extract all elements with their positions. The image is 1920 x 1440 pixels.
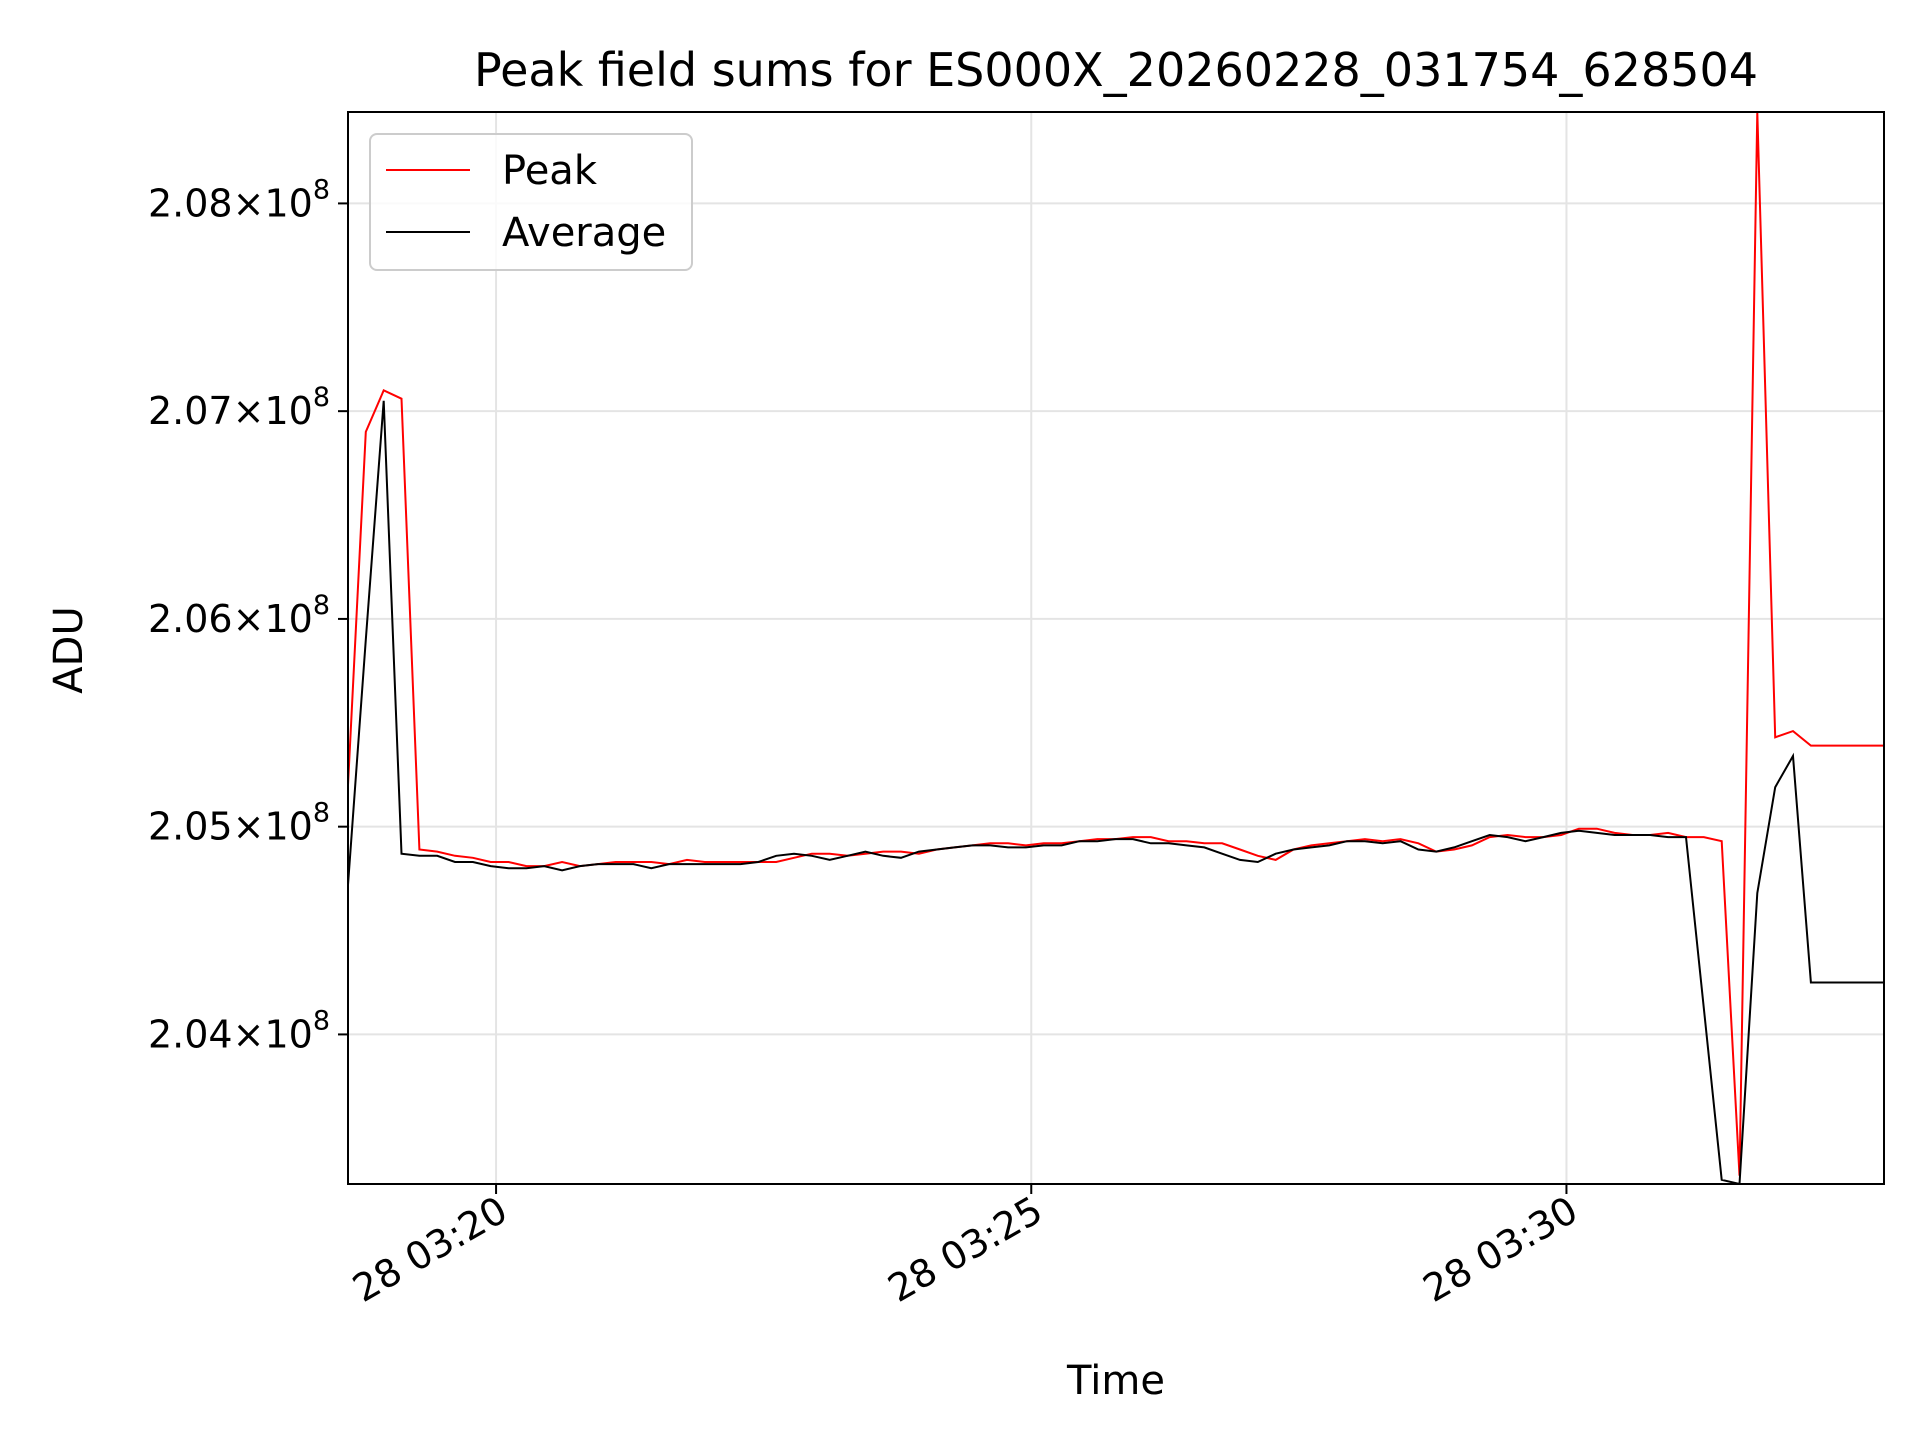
y-tick-exponent: 8 — [313, 798, 330, 829]
y-tick-times: ×10 — [233, 805, 313, 849]
y-tick-exponent: 8 — [313, 174, 330, 205]
y-tick-label: 2.08×108 — [148, 174, 330, 225]
y-tick-label: 2.06×108 — [148, 590, 330, 641]
y-axis-label: ADU — [46, 606, 92, 693]
y-tick-times: ×10 — [233, 389, 313, 433]
y-tick-label: 2.07×108 — [148, 382, 330, 433]
legend: Peak Average — [369, 133, 693, 271]
chart-title: Peak field sums for ES000X_20260228_0317… — [474, 43, 1758, 97]
legend-box — [369, 133, 693, 271]
y-tick-times: ×10 — [233, 181, 313, 225]
y-tick-times: ×10 — [233, 597, 313, 641]
y-tick-mantissa: 2.05 — [148, 805, 233, 849]
y-tick-exponent: 8 — [313, 382, 330, 413]
y-tick-label: 2.05×108 — [148, 798, 330, 849]
y-tick-times: ×10 — [233, 1012, 313, 1056]
legend-label-peak: Peak — [502, 148, 598, 194]
x-axis-label: Time — [1066, 1358, 1165, 1404]
y-tick-mantissa: 2.07 — [148, 389, 233, 433]
series-lines — [348, 112, 1884, 1184]
y-tick-label: 2.04×108 — [148, 1005, 330, 1056]
legend-label-average: Average — [502, 210, 666, 256]
y-tick-exponent: 8 — [313, 1005, 330, 1036]
y-tick-exponent: 8 — [313, 590, 330, 621]
y-tick-mantissa: 2.08 — [148, 181, 233, 225]
y-tick-mantissa: 2.06 — [148, 597, 233, 641]
plot-frame — [347, 111, 1885, 1185]
y-tick-mantissa: 2.04 — [148, 1012, 233, 1056]
series-line-average — [348, 400, 1884, 1184]
